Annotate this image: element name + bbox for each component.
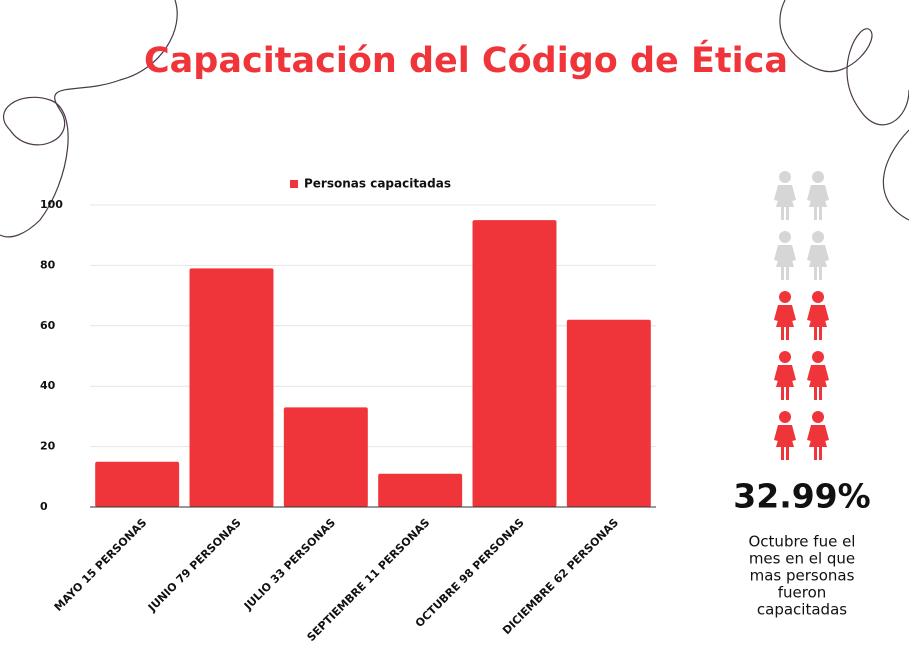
legend-swatch (290, 180, 298, 188)
x-tick-label: JULIO 33 PERSONAS (241, 516, 338, 613)
decoration (0, 0, 909, 238)
bar (472, 220, 557, 507)
person-icon (774, 171, 796, 220)
person-icon (807, 231, 829, 280)
pictogram (774, 171, 829, 460)
bar (95, 461, 180, 507)
bar (283, 407, 368, 507)
person-icon (807, 291, 829, 340)
person-icon (774, 231, 796, 280)
person-icon (807, 411, 829, 460)
y-tick-label: 80 (40, 258, 56, 271)
x-tick-label: JUNIO 79 PERSONAS (145, 516, 244, 615)
plot: 0 20 40 60 80 100 Personas capacitadas MAYO 15 … (40, 177, 656, 644)
chart-title: Capacitación del Código de Ética (144, 39, 788, 81)
y-tick-label: 40 (40, 379, 56, 392)
x-tick-label: DICIEMBRE 62 PERSONAS (500, 516, 621, 637)
person-icon (774, 411, 796, 460)
person-icon (807, 171, 829, 220)
y-tick-label: 60 (40, 319, 56, 332)
caption-line: capacitadas (757, 601, 847, 619)
x-tick-label: MAYO 15 PERSONAS (52, 516, 150, 614)
person-icon (774, 291, 796, 340)
stat: 32.99% (733, 477, 870, 516)
person-icon (807, 351, 829, 400)
y-tick-label: 100 (40, 198, 63, 211)
bar (566, 319, 651, 507)
legend-label: Personas capacitadas (304, 177, 451, 191)
y-tick-label: 20 (40, 440, 56, 453)
caption-line: Octubre fue el (749, 533, 856, 551)
caption-line: mes en el que (749, 550, 855, 568)
person-icon (774, 351, 796, 400)
y-tick-label: 0 (40, 500, 48, 513)
caption-line: mas personas (750, 567, 855, 585)
bar (189, 268, 274, 507)
bar (378, 473, 463, 507)
x-tick-label: OCTUBRE 98 PERSONAS (413, 516, 527, 630)
caption-line: fueron (778, 584, 827, 602)
